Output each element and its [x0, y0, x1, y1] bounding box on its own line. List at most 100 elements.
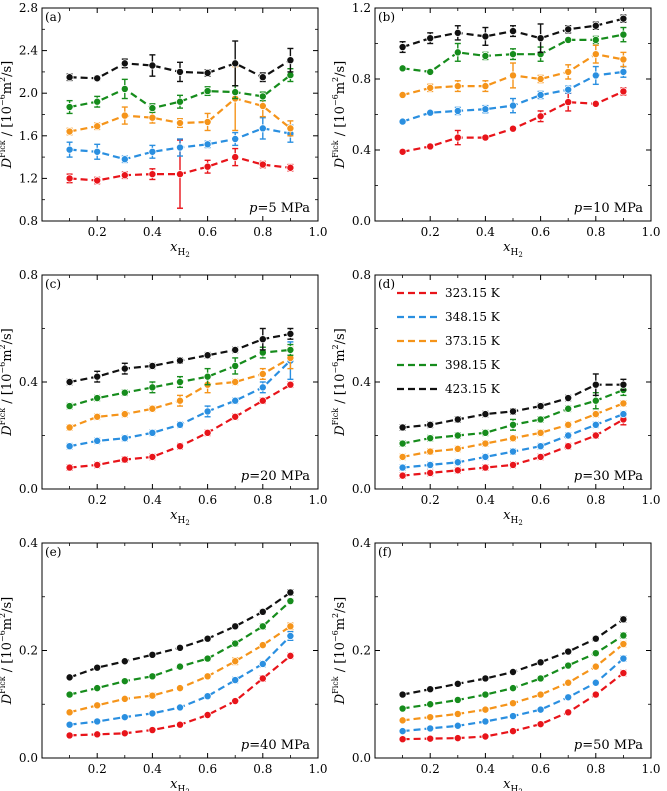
data-point	[203, 672, 212, 681]
data-point	[453, 734, 462, 743]
x-tick-label: 0.4	[143, 225, 162, 239]
data-point	[536, 705, 545, 714]
data-point	[453, 28, 462, 37]
series-3	[398, 640, 628, 725]
series-1	[65, 380, 295, 472]
data-point	[120, 171, 129, 180]
ylabel-d: D	[0, 693, 15, 705]
data-point	[591, 50, 600, 59]
data-point	[231, 396, 240, 405]
series-5	[398, 14, 628, 54]
data-point	[591, 662, 600, 671]
data-point	[120, 657, 129, 666]
data-point	[481, 410, 490, 419]
data-point	[619, 640, 628, 649]
xlabel-var: x	[503, 508, 511, 523]
data-point	[508, 124, 517, 133]
series-5	[65, 588, 295, 682]
data-point	[564, 442, 573, 451]
data-point	[564, 661, 573, 670]
data-point	[398, 471, 407, 480]
data-point	[508, 434, 517, 443]
data-point	[398, 43, 407, 52]
y-tick-label: 0.0	[19, 482, 38, 496]
data-point	[93, 730, 102, 739]
ylabel-exp2: 2	[331, 613, 340, 618]
data-point	[148, 170, 157, 179]
data-point	[258, 641, 267, 650]
data-point	[398, 463, 407, 472]
data-point	[536, 112, 545, 121]
legend-entry: 423.15 K	[445, 382, 501, 396]
ylabel-units-a: [10	[333, 374, 348, 396]
x-tick-label: 1.0	[308, 493, 327, 507]
series-4	[398, 383, 628, 448]
data-point	[258, 101, 267, 110]
x-tick-label: 0.8	[586, 225, 605, 239]
data-point	[591, 99, 600, 108]
data-point	[619, 410, 628, 419]
data-point	[148, 361, 157, 370]
ylabel-slash: /	[333, 664, 348, 677]
xlabel-sub2: 2	[185, 519, 189, 527]
pressure-value: =40 MPa	[249, 738, 310, 753]
ylabel-d: D	[0, 157, 15, 169]
series-3	[398, 44, 628, 99]
ylabel-units-c: /s]	[0, 328, 15, 344]
chart-panel-2: 0.2 0.4 0.6 0.8 1.0 0.0 0.4 0.8 1.2 (b) p=10 MPa xH…	[331, 1, 661, 259]
data-point	[203, 117, 212, 126]
x-tick-label: 1.0	[641, 762, 660, 776]
x-axis-label: xH2	[503, 777, 523, 791]
ylabel-units-a: [10	[333, 106, 348, 128]
y-tick-label: 0.4	[19, 375, 38, 389]
x-tick-label: 0.2	[421, 225, 440, 239]
data-point	[564, 25, 573, 34]
data-point	[426, 434, 435, 443]
legend-entry: 348.15 K	[445, 310, 501, 324]
data-point	[286, 597, 295, 606]
data-point	[426, 67, 435, 76]
data-point	[231, 377, 240, 386]
ylabel-units-c: /s]	[0, 61, 15, 77]
data-point	[536, 90, 545, 99]
data-point	[619, 669, 628, 678]
xlabel-sub: H	[511, 248, 519, 258]
xlabel-sub2: 2	[185, 251, 189, 259]
xlabel-var: x	[170, 777, 178, 791]
data-point	[453, 444, 462, 453]
ylabel-sup: Fick	[331, 408, 340, 426]
data-point	[508, 71, 517, 80]
series-4	[65, 597, 295, 699]
data-point	[286, 622, 295, 631]
data-point	[93, 147, 102, 156]
data-point	[286, 329, 295, 338]
data-point	[508, 684, 517, 693]
data-point	[536, 428, 545, 437]
data-point	[231, 697, 240, 706]
data-point	[481, 133, 490, 142]
data-point	[481, 32, 490, 41]
panel-letter: (f)	[378, 545, 392, 559]
series-5	[398, 373, 628, 432]
data-point	[148, 428, 157, 437]
data-point	[231, 59, 240, 68]
ylabel-exp2: 2	[0, 77, 7, 82]
panel-letter: (d)	[378, 277, 395, 291]
data-point	[481, 674, 490, 683]
data-point	[508, 50, 517, 59]
data-point	[453, 106, 462, 115]
x-tick-label: 0.6	[198, 493, 217, 507]
xlabel-var: x	[503, 777, 511, 791]
data-point	[175, 720, 184, 729]
ylabel-units-c: /s]	[333, 597, 348, 613]
data-point	[286, 380, 295, 389]
data-point	[426, 142, 435, 151]
pressure-value: =10 MPa	[582, 201, 643, 216]
y-tick-label: 0.8	[352, 268, 371, 282]
data-point	[398, 727, 407, 736]
data-point	[203, 87, 212, 96]
data-point	[398, 64, 407, 73]
y-tick-label: 0.4	[352, 375, 371, 389]
series-4	[398, 26, 628, 76]
